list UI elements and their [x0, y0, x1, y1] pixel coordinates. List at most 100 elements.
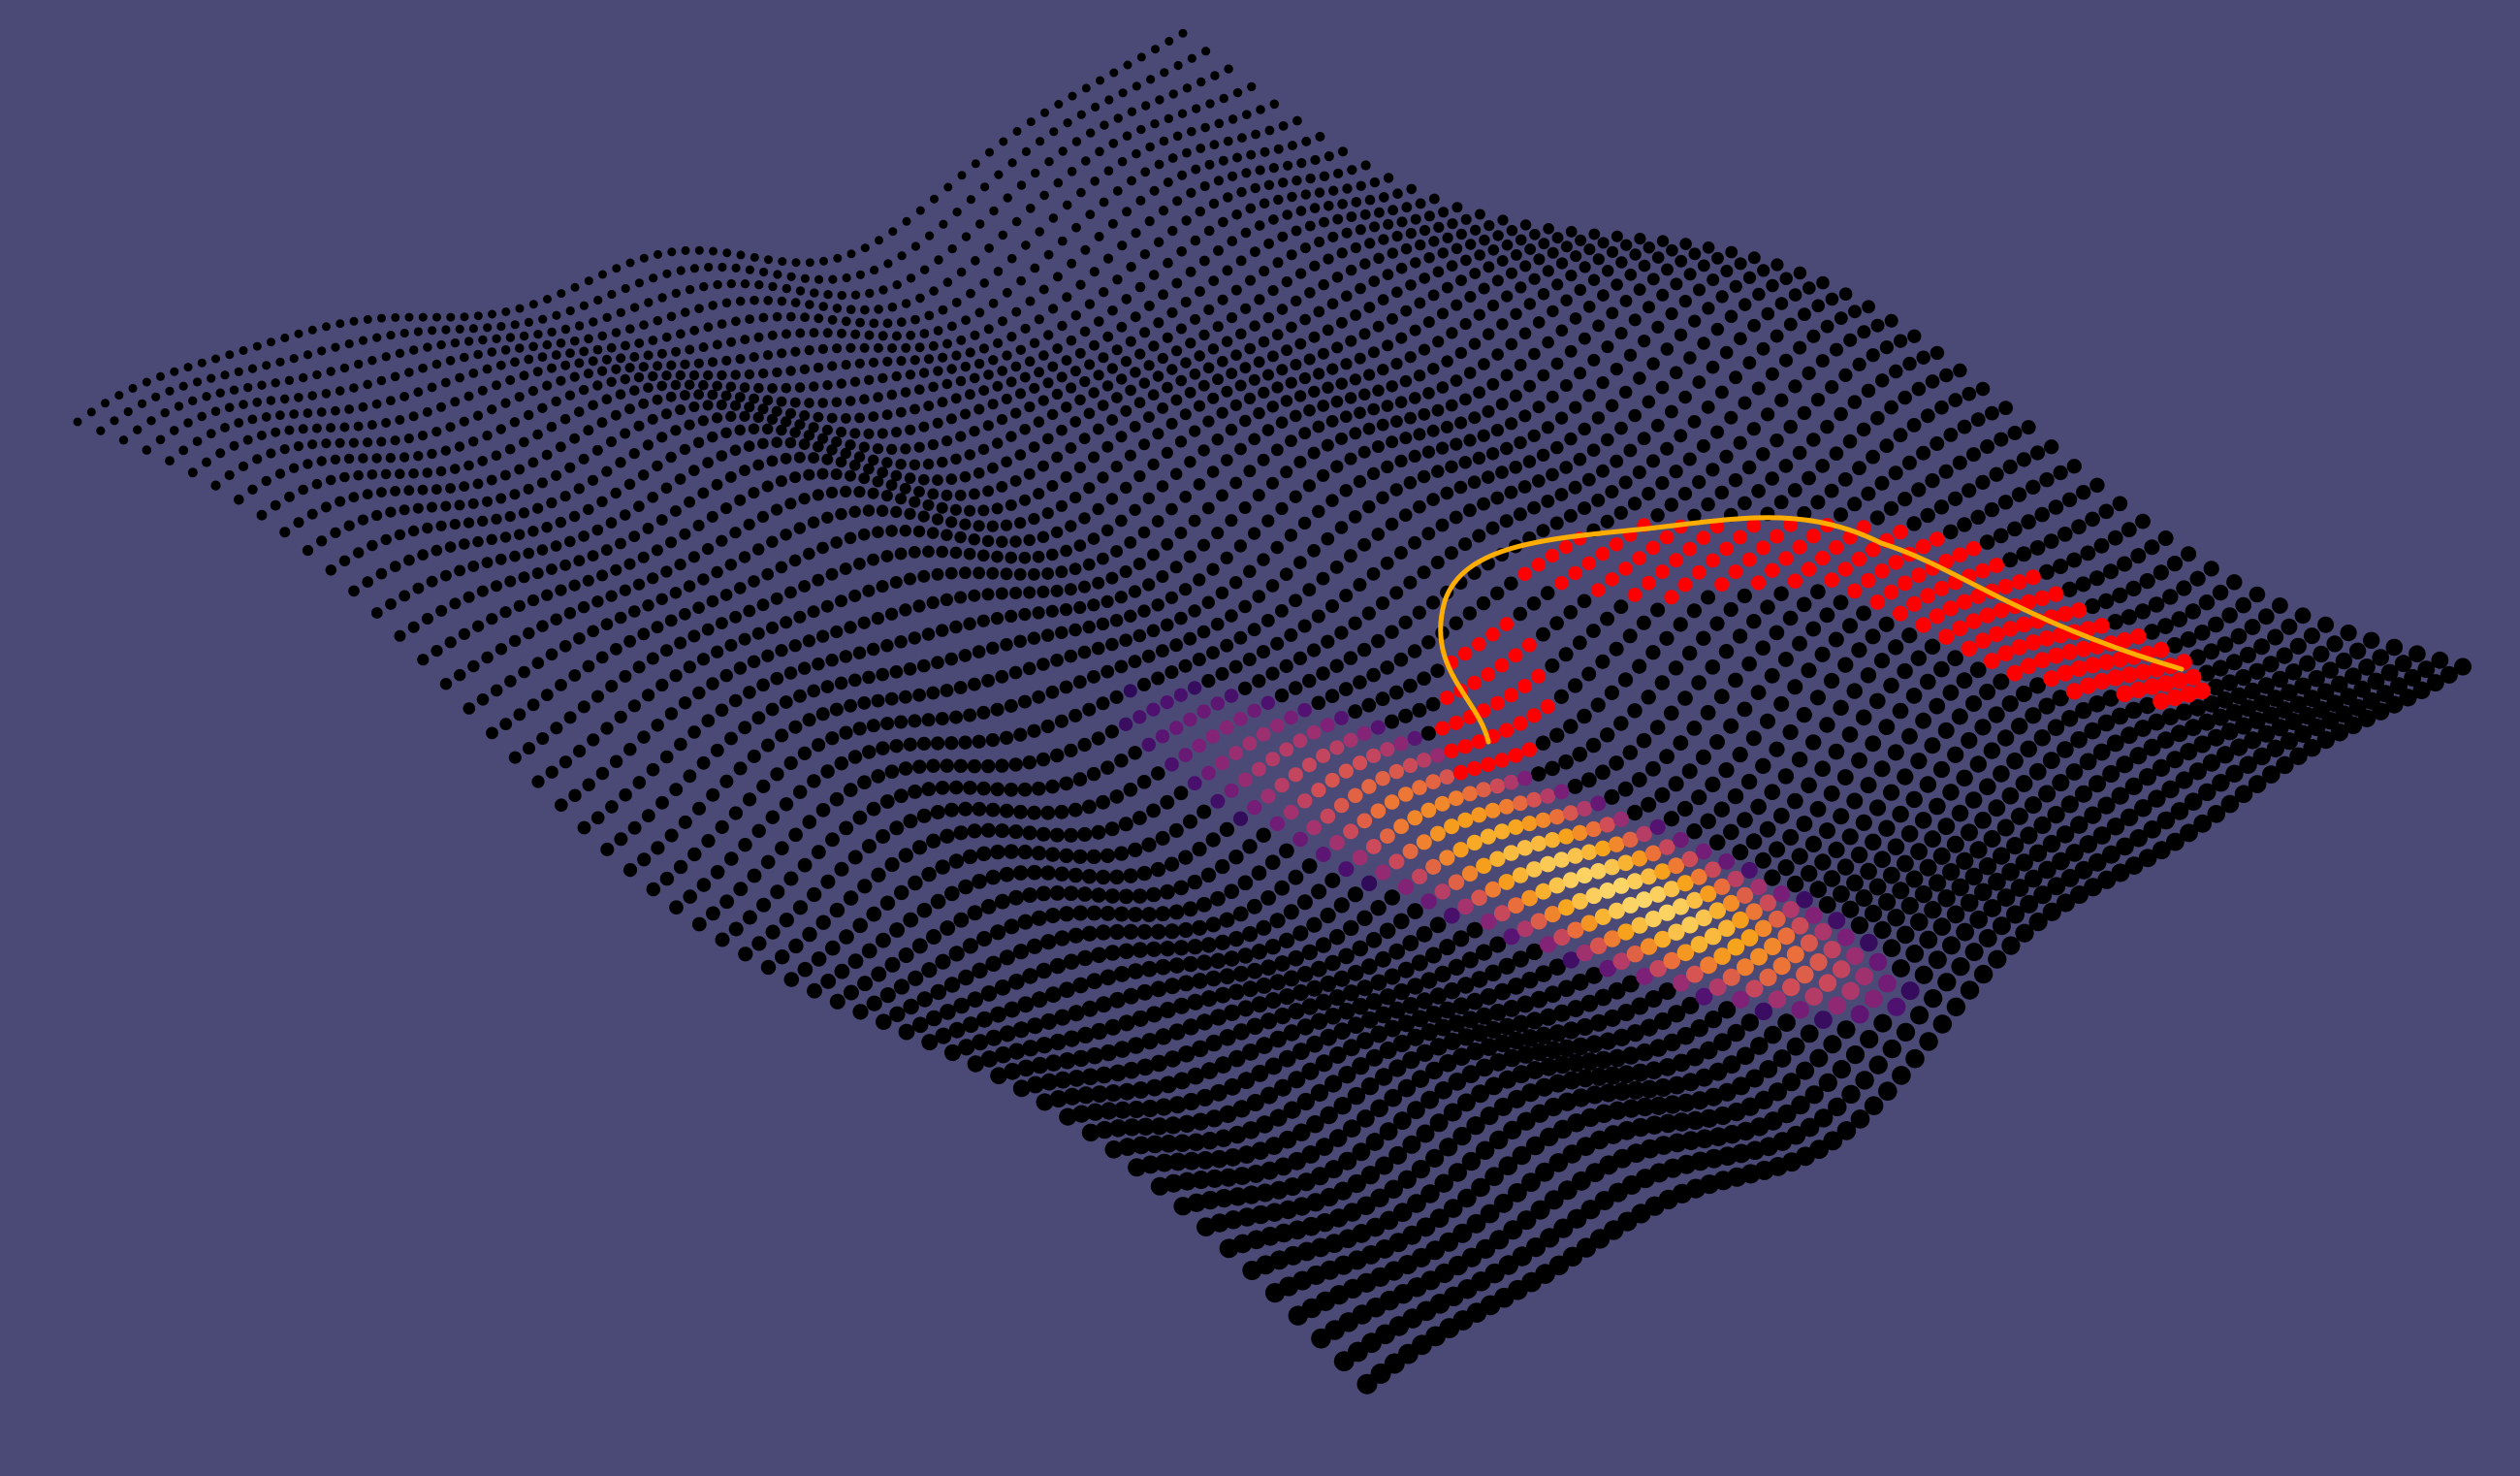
terrain-point	[1372, 320, 1385, 333]
terrain-point	[1069, 623, 1082, 637]
terrain-point	[936, 501, 948, 514]
terrain-point	[311, 423, 322, 433]
terrain-point	[1155, 906, 1171, 922]
terrain-point	[1040, 805, 1056, 820]
heatmap-point	[1141, 737, 1157, 753]
heatmap-point	[1201, 765, 1216, 781]
terrain-point	[1532, 474, 1546, 488]
terrain-point	[1587, 353, 1601, 367]
terrain-point	[1394, 454, 1408, 467]
terrain-point	[1665, 306, 1678, 321]
heatmap-point	[1444, 907, 1460, 924]
terrain-point	[745, 314, 754, 324]
terrain-point	[1003, 193, 1012, 203]
selected-point	[2157, 675, 2175, 692]
terrain-point	[990, 924, 1006, 941]
terrain-point	[782, 283, 791, 294]
terrain-point	[1179, 583, 1193, 596]
heatmap-point	[1590, 795, 1607, 812]
terrain-point	[1168, 1152, 1188, 1171]
terrain-point	[142, 445, 152, 455]
terrain-point	[1411, 1160, 1430, 1179]
terrain-point	[192, 377, 203, 387]
terrain-point	[1078, 580, 1091, 594]
terrain-point	[1271, 329, 1284, 340]
terrain-point	[903, 737, 917, 752]
terrain-point	[1160, 618, 1174, 632]
heatmap-point	[1466, 834, 1483, 851]
terrain-point	[2253, 638, 2271, 656]
terrain-point	[1232, 1023, 1251, 1041]
terrain-point	[431, 359, 442, 369]
terrain-point	[1160, 68, 1169, 78]
terrain-point	[1394, 396, 1408, 409]
heatmap-point	[1425, 858, 1442, 875]
terrain-point	[1136, 1058, 1154, 1076]
terrain-point	[1649, 1039, 1668, 1057]
terrain-point	[632, 776, 647, 789]
terrain-point	[1125, 384, 1136, 397]
terrain-point	[1155, 830, 1170, 846]
terrain-point	[943, 1043, 962, 1062]
terrain-point	[1321, 531, 1335, 546]
terrain-point	[954, 591, 968, 604]
heatmap-point	[1768, 990, 1787, 1009]
terrain-point	[1451, 242, 1463, 254]
terrain-point	[1202, 362, 1215, 374]
terrain-point	[1242, 839, 1258, 854]
terrain-point	[335, 386, 345, 396]
terrain-point	[674, 737, 687, 752]
terrain-point	[1208, 275, 1220, 286]
heatmap-point	[1489, 778, 1506, 794]
terrain-point	[2116, 837, 2134, 856]
terrain-point	[1333, 1022, 1352, 1040]
terrain-point	[1200, 1191, 1220, 1210]
terrain-point	[468, 436, 479, 447]
terrain-point	[1009, 587, 1022, 599]
terrain-point	[543, 295, 552, 304]
terrain-point	[1640, 1018, 1658, 1037]
terrain-point	[504, 511, 516, 523]
terrain-point	[1638, 259, 1651, 273]
terrain-point	[1491, 348, 1504, 361]
terrain-point	[1245, 274, 1256, 286]
terrain-point	[2344, 716, 2363, 735]
terrain-point	[330, 454, 341, 465]
terrain-point	[1347, 1173, 1366, 1194]
selected-point	[2129, 681, 2147, 699]
terrain-point	[1325, 494, 1339, 507]
terrain-point	[1833, 885, 1850, 903]
terrain-point	[1279, 932, 1295, 949]
terrain-point	[738, 838, 752, 852]
terrain-point	[1548, 1153, 1569, 1172]
terrain-point	[1779, 353, 1793, 368]
terrain-point	[775, 475, 787, 488]
terrain-point	[1655, 476, 1670, 491]
path-line[interactable]	[1438, 515, 2185, 745]
terrain-point	[399, 452, 410, 463]
terrain-point	[620, 373, 630, 385]
terrain-point	[867, 487, 879, 499]
terrain-point	[1292, 115, 1302, 126]
terrain-point	[574, 406, 585, 418]
terrain-point	[2053, 559, 2069, 574]
terrain-point	[1260, 959, 1277, 976]
terrain-point	[1355, 282, 1366, 295]
terrain-point	[898, 761, 913, 776]
terrain-point	[999, 803, 1014, 818]
terrain-point	[1860, 1030, 1879, 1049]
terrain-point	[564, 462, 576, 473]
terrain-point	[1883, 784, 1900, 801]
terrain-point	[954, 489, 967, 501]
terrain-point	[1363, 369, 1376, 381]
terrain-point	[1436, 441, 1450, 455]
terrain-point	[1420, 1023, 1439, 1042]
terrain-point	[1277, 231, 1289, 242]
terrain-point	[927, 527, 940, 539]
terrain-point	[721, 298, 732, 308]
terrain-point	[146, 416, 156, 426]
terrain-point	[2166, 832, 2185, 851]
terrain-point	[1878, 893, 1897, 912]
